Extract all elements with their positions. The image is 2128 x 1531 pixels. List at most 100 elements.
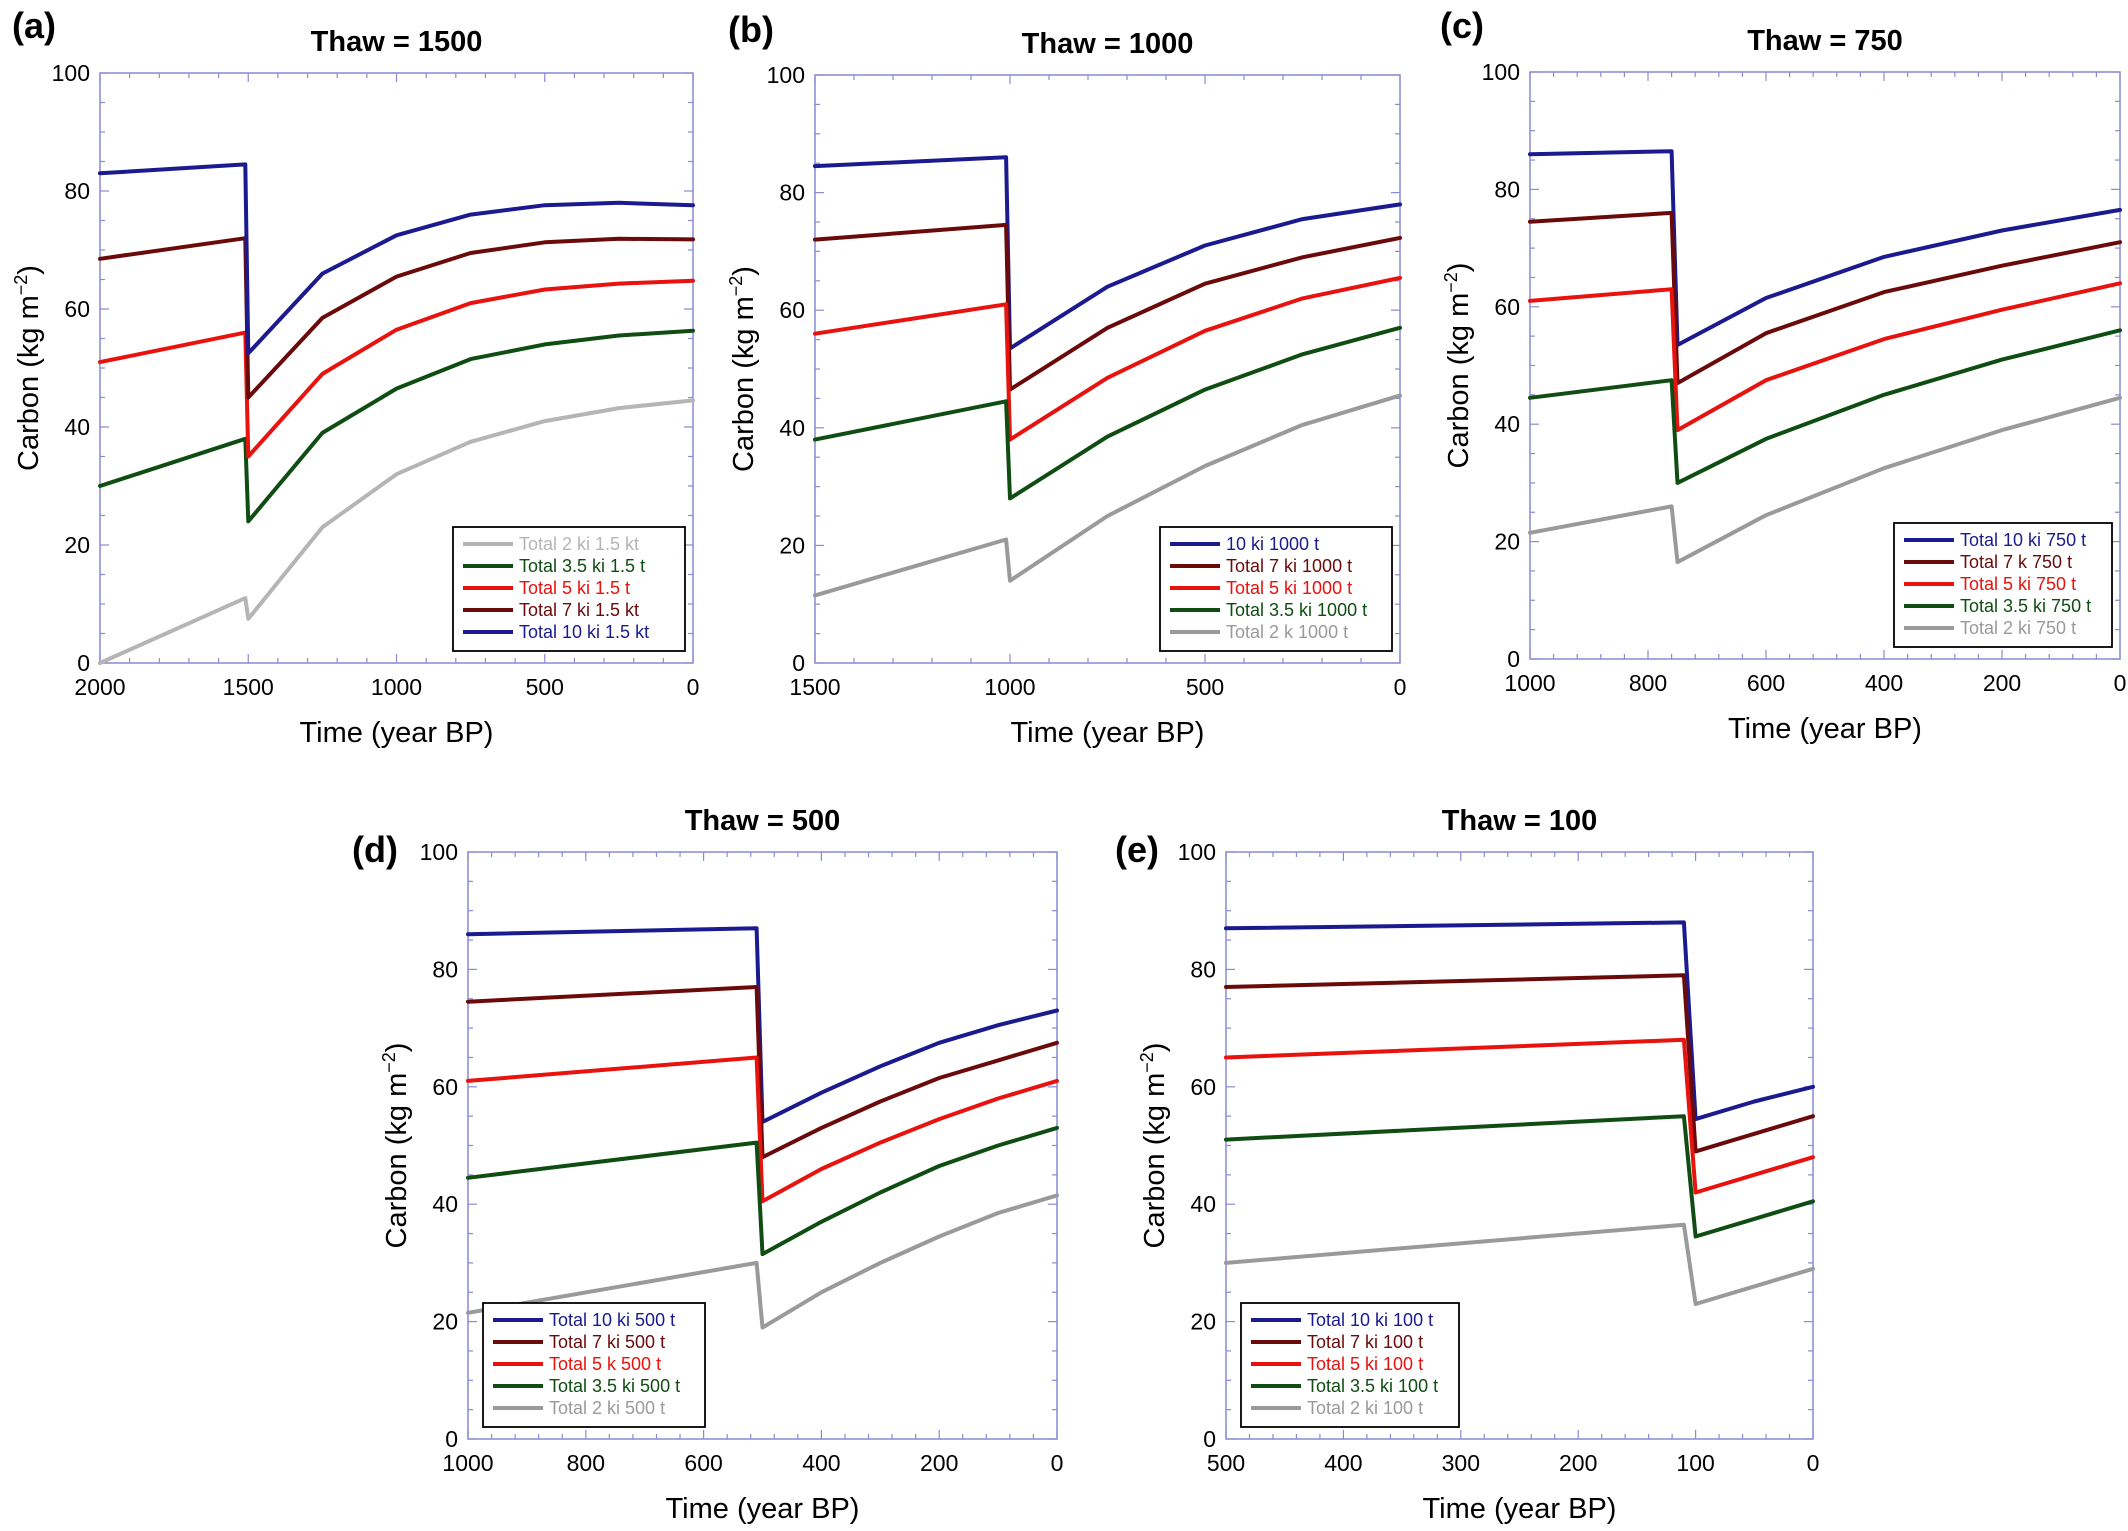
y-axis-title-exponent: −2 — [379, 1052, 399, 1073]
legend-entry: Total 3.5 ki 1000 t — [1226, 600, 1367, 620]
x-tick-label: 200 — [1983, 670, 2021, 696]
y-tick-label: 0 — [792, 650, 805, 676]
series-line-3 — [813, 275, 1402, 442]
x-tick-label: 500 — [526, 674, 564, 700]
x-tick-label: 600 — [1747, 670, 1785, 696]
legend-entry: Total 2 ki 500 t — [549, 1398, 665, 1418]
x-tick-label: 800 — [1629, 670, 1667, 696]
y-axis-title-close: ) — [381, 1043, 413, 1053]
y-tick-label: 100 — [420, 839, 458, 865]
x-tick-label: 1000 — [1504, 670, 1555, 696]
x-tick-label: 0 — [1807, 1450, 1820, 1476]
y-axis-title-main: Carbon (kg m — [13, 295, 45, 471]
y-axis-title-close: ) — [13, 265, 45, 275]
series-line-3 — [98, 278, 695, 459]
y-tick-label: 0 — [445, 1426, 458, 1452]
x-axis-title: Time (year BP) — [1011, 717, 1205, 749]
y-axis-title-exponent: −2 — [11, 275, 31, 296]
chart-title: Thaw = 500 — [685, 805, 841, 837]
series-line-2 — [813, 222, 1402, 392]
legend-entry: Total 10 ki 100 t — [1307, 1310, 1433, 1330]
x-tick-label: 1000 — [371, 674, 422, 700]
chart-panel-4: (d) Thaw = 500 1000 800 600 400 200 0 0 20 40 60 80 1… — [352, 805, 1063, 1525]
series-line-1 — [813, 155, 1402, 351]
series-line-5 — [813, 393, 1402, 598]
x-tick-label: 400 — [802, 1450, 840, 1476]
series-line-2 — [98, 328, 695, 524]
legend-entry: Total 10 ki 750 t — [1960, 530, 2086, 550]
x-axis-title: Time (year BP) — [1423, 1493, 1617, 1525]
x-tick-label: 2000 — [74, 674, 125, 700]
chart-title: Thaw = 1000 — [1022, 28, 1194, 60]
y-tick-label: 40 — [1494, 411, 1520, 437]
legend-entry: Total 10 ki 1.5 kt — [519, 622, 649, 642]
y-axis-title-main: Carbon (kg m — [728, 296, 760, 472]
y-axis-title-main: Carbon (kg m — [381, 1073, 413, 1249]
series-line-3 — [466, 1055, 1059, 1204]
y-axis-title-exponent: −2 — [1137, 1052, 1157, 1073]
x-tick-label: 100 — [1676, 1450, 1714, 1476]
legend-entry: Total 5 k 500 t — [549, 1354, 661, 1374]
x-tick-label: 0 — [2114, 670, 2127, 696]
legend-entry: Total 7 k 750 t — [1960, 552, 2072, 572]
y-axis-title: Carbon (kg m−2) — [726, 266, 760, 472]
series-line-2 — [466, 985, 1059, 1160]
x-tick-label: 300 — [1442, 1450, 1480, 1476]
x-tick-label: 800 — [567, 1450, 605, 1476]
x-tick-label: 0 — [1394, 674, 1407, 700]
y-axis-title: Carbon (kg m−2) — [11, 265, 45, 471]
y-tick-label: 60 — [779, 297, 805, 323]
panel-letter: (b) — [728, 9, 774, 50]
y-tick-label: 60 — [64, 296, 90, 322]
y-axis-title-close: ) — [1443, 263, 1475, 273]
x-tick-label: 400 — [1324, 1450, 1362, 1476]
y-tick-label: 80 — [779, 180, 805, 206]
chart-title: Thaw = 100 — [1442, 805, 1598, 837]
y-tick-label: 20 — [64, 532, 90, 558]
series-line-5 — [98, 162, 695, 356]
y-axis-title-close: ) — [728, 266, 760, 276]
x-tick-label: 400 — [1865, 670, 1903, 696]
chart-panel-1: (a) Thaw = 1500 2000 1500 1000 500 0 0 20 40 60 80 1… — [11, 5, 699, 749]
y-tick-label: 40 — [1190, 1191, 1216, 1217]
series-line-2 — [1528, 210, 2122, 386]
series-line-3 — [1224, 1037, 1815, 1195]
x-tick-label: 200 — [1559, 1450, 1597, 1476]
y-tick-label: 60 — [1190, 1074, 1216, 1100]
legend-entry: Total 5 ki 750 t — [1960, 574, 2076, 594]
x-tick-label: 500 — [1207, 1450, 1245, 1476]
y-tick-label: 20 — [1190, 1309, 1216, 1335]
y-axis-title-close: ) — [1139, 1043, 1171, 1053]
panel-letter: (c) — [1440, 5, 1484, 46]
y-tick-label: 80 — [1494, 176, 1520, 202]
series-line-4 — [98, 236, 695, 400]
y-axis-title: Carbon (kg m−2) — [379, 1043, 413, 1249]
y-tick-label: 100 — [52, 60, 90, 86]
x-axis-title: Time (year BP) — [1728, 713, 1922, 745]
legend-entry: Total 2 k 1000 t — [1226, 622, 1348, 642]
y-tick-label: 20 — [432, 1309, 458, 1335]
y-axis-title-exponent: −2 — [1441, 272, 1461, 293]
y-tick-label: 100 — [767, 62, 805, 88]
y-tick-label: 100 — [1482, 59, 1520, 85]
legend-entry: Total 3.5 ki 100 t — [1307, 1376, 1438, 1396]
x-tick-label: 1500 — [789, 674, 840, 700]
series-line-4 — [1528, 328, 2122, 485]
y-axis-title-exponent: −2 — [726, 276, 746, 297]
y-tick-label: 40 — [779, 415, 805, 441]
x-tick-label: 0 — [687, 674, 700, 700]
series-line-4 — [813, 325, 1402, 501]
y-tick-label: 80 — [64, 178, 90, 204]
y-tick-label: 20 — [1494, 529, 1520, 555]
x-axis-title: Time (year BP) — [666, 1493, 860, 1525]
chart-panel-2: (b) Thaw = 1000 1500 1000 500 0 0 20 40 60 80 100 Ti… — [726, 9, 1406, 749]
y-tick-label: 40 — [432, 1191, 458, 1217]
legend-entry: Total 3.5 ki 750 t — [1960, 596, 2091, 616]
y-axis-title-main: Carbon (kg m — [1443, 293, 1475, 469]
y-tick-label: 40 — [64, 414, 90, 440]
legend-entry: Total 7 ki 500 t — [549, 1332, 665, 1352]
